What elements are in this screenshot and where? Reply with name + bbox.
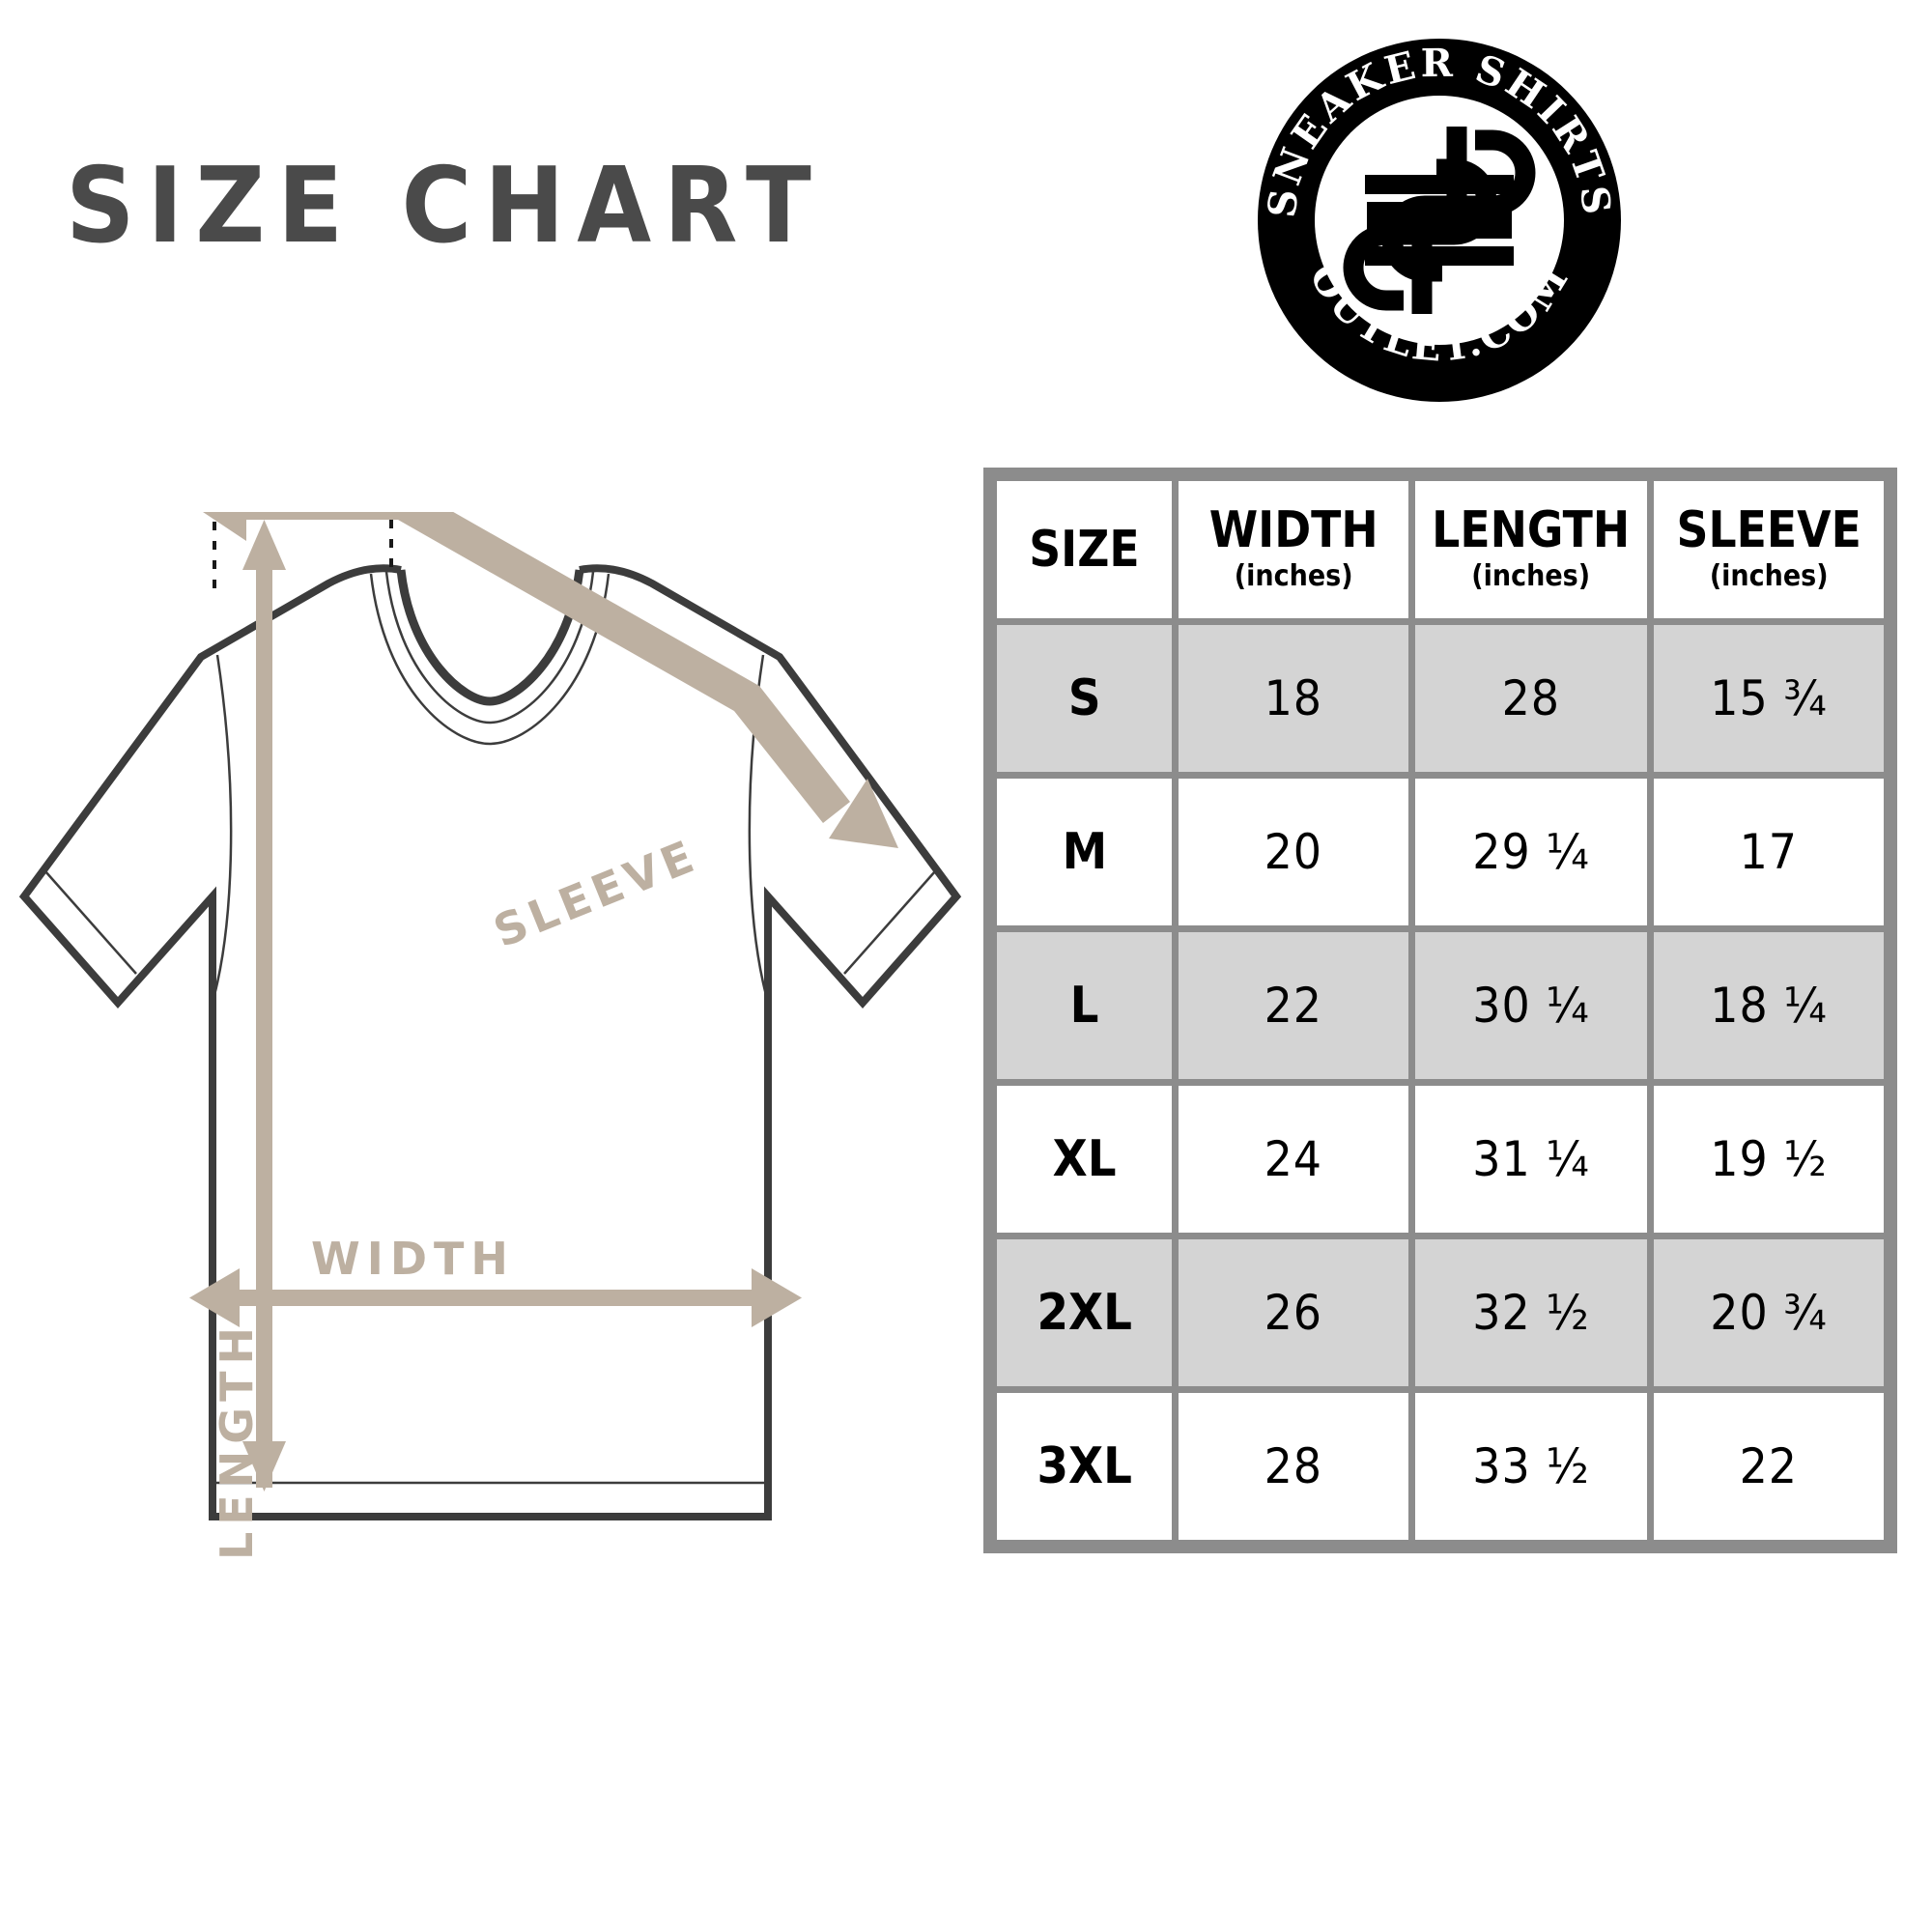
cell-length: 32 ½ <box>1415 1239 1647 1386</box>
length-value: 33 ½ <box>1472 1438 1590 1494</box>
cell-length: 33 ½ <box>1415 1393 1647 1540</box>
width-value: 26 <box>1264 1285 1323 1341</box>
header-main-label: WIDTH <box>1208 501 1378 559</box>
cell-sleeve: 15 ¾ <box>1653 625 1884 772</box>
width-dimension-label: WIDTH <box>311 1233 515 1285</box>
header-cell-width: WIDTH (inches) <box>1178 481 1409 618</box>
size-value: M <box>1062 823 1107 881</box>
table-row: M 20 29 ¼ 17 <box>997 779 1884 925</box>
table-row: XL 24 31 ¼ 19 ½ <box>997 1086 1884 1233</box>
header-cell-sleeve: SLEEVE (inches) <box>1653 481 1884 618</box>
cell-sleeve: 22 <box>1653 1393 1884 1540</box>
length-value: 30 ¼ <box>1472 978 1590 1034</box>
cell-length: 31 ¼ <box>1415 1086 1647 1233</box>
sleeve-value: 20 ¾ <box>1710 1285 1828 1341</box>
size-value: L <box>1069 977 1099 1035</box>
width-value: 18 <box>1264 670 1323 726</box>
cell-width: 28 <box>1178 1393 1409 1540</box>
width-value: 22 <box>1264 978 1323 1034</box>
header-sub-label: (inches) <box>1709 559 1829 593</box>
cell-size: 3XL <box>997 1393 1172 1540</box>
header-main-label: SLEEVE <box>1676 501 1861 559</box>
cell-width: 26 <box>1178 1239 1409 1386</box>
width-value: 28 <box>1264 1438 1323 1494</box>
length-value: 32 ½ <box>1472 1285 1590 1341</box>
sleeve-value: 17 <box>1739 824 1798 880</box>
cell-width: 18 <box>1178 625 1409 772</box>
header-main-label: SIZE <box>1029 521 1140 579</box>
tshirt-diagram: SLEEVE WIDTH LENGTH <box>0 512 966 1594</box>
header-main-label: LENGTH <box>1432 501 1631 559</box>
length-value: 31 ¼ <box>1472 1131 1590 1187</box>
cell-length: 30 ¼ <box>1415 932 1647 1079</box>
cell-size: M <box>997 779 1172 925</box>
sleeve-guide-lines <box>213 512 393 595</box>
table-body: S 18 28 15 ¾ M 20 29 ¼ 17 L 22 30 ¼ 18 ¼ <box>997 625 1884 1540</box>
table-row: L 22 30 ¼ 18 ¼ <box>997 932 1884 1079</box>
sleeve-value: 15 ¾ <box>1710 670 1828 726</box>
cell-size: 2XL <box>997 1239 1172 1386</box>
length-dimension-label: LENGTH <box>211 1320 263 1560</box>
sleeve-arrow <box>203 512 898 848</box>
shirt-outline-group <box>18 564 962 1520</box>
size-value: 2XL <box>1037 1284 1132 1342</box>
cell-size: L <box>997 932 1172 1079</box>
cell-sleeve: 19 ½ <box>1653 1086 1884 1233</box>
cell-size: XL <box>997 1086 1172 1233</box>
page-title: SIZE CHART <box>66 146 824 267</box>
cell-length: 28 <box>1415 625 1647 772</box>
size-value: 3XL <box>1037 1437 1132 1495</box>
cell-sleeve: 18 ¼ <box>1653 932 1884 1079</box>
cell-length: 29 ¼ <box>1415 779 1647 925</box>
length-arrow <box>242 520 286 1492</box>
header-cell-length: LENGTH (inches) <box>1415 481 1647 618</box>
cell-sleeve: 20 ¾ <box>1653 1239 1884 1386</box>
size-value: S <box>1067 669 1101 727</box>
table-header-row: SIZE WIDTH (inches) LENGTH (inches) SLEE… <box>997 481 1884 618</box>
header-sub-label: (inches) <box>1234 559 1353 593</box>
cell-sleeve: 17 <box>1653 779 1884 925</box>
size-measurement-table: SIZE WIDTH (inches) LENGTH (inches) SLEE… <box>983 468 1897 1553</box>
brand-logo: SNEAKER SHIRTS OUTLET.COM <box>1251 32 1628 409</box>
width-value: 24 <box>1264 1131 1323 1187</box>
table-row: 2XL 26 32 ½ 20 ¾ <box>997 1239 1884 1386</box>
header-cell-size: SIZE <box>997 481 1172 618</box>
sleeve-value: 22 <box>1739 1438 1798 1494</box>
cell-size: S <box>997 625 1172 772</box>
cell-width: 22 <box>1178 932 1409 1079</box>
width-value: 20 <box>1264 824 1323 880</box>
header-sub-label: (inches) <box>1471 559 1591 593</box>
sleeve-value: 19 ½ <box>1710 1131 1828 1187</box>
sleeve-value: 18 ¼ <box>1710 978 1828 1034</box>
width-arrow <box>189 1268 802 1327</box>
table-row: 3XL 28 33 ½ 22 <box>997 1393 1884 1540</box>
cell-width: 20 <box>1178 779 1409 925</box>
length-value: 28 <box>1501 670 1561 726</box>
cell-width: 24 <box>1178 1086 1409 1233</box>
size-value: XL <box>1052 1130 1117 1188</box>
length-value: 29 ¼ <box>1472 824 1590 880</box>
table-row: S 18 28 15 ¾ <box>997 625 1884 772</box>
